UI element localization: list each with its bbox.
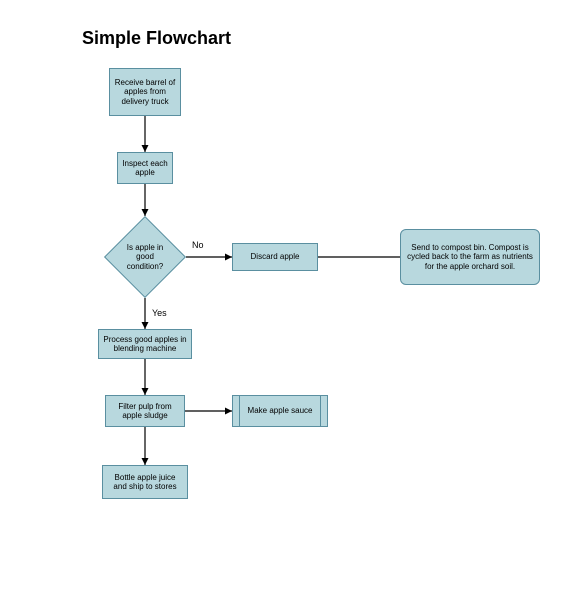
node-condition-label-wrap: Is apple in good condition? [116,228,174,286]
node-bottle: Bottle apple juice and ship to stores [102,465,188,499]
node-process-good: Process good apples in blending machine [98,329,192,359]
edge-label-no: No [192,240,204,250]
flowchart-edges [0,0,585,589]
node-compost: Send to compost bin. Compost is cycled b… [400,229,540,285]
node-filter-label: Filter pulp from apple sludge [110,402,180,420]
node-filter: Filter pulp from apple sludge [105,395,185,427]
node-bottle-label: Bottle apple juice and ship to stores [107,473,183,491]
node-process-good-label: Process good apples in blending machine [103,335,187,353]
node-inspect-label: Inspect each apple [122,159,168,177]
node-sauce: Make apple sauce [232,395,328,427]
node-receive-label: Receive barrel of apples from delivery t… [114,78,176,106]
node-condition-label: Is apple in good condition? [119,243,171,271]
node-sauce-label: Make apple sauce [248,406,313,415]
node-discard-label: Discard apple [251,252,300,261]
node-condition: Is apple in good condition? [116,228,174,286]
node-compost-label: Send to compost bin. Compost is cycled b… [407,243,533,271]
node-inspect: Inspect each apple [117,152,173,184]
page-title: Simple Flowchart [82,28,231,49]
edge-label-yes: Yes [152,308,167,318]
node-discard: Discard apple [232,243,318,271]
node-receive: Receive barrel of apples from delivery t… [109,68,181,116]
